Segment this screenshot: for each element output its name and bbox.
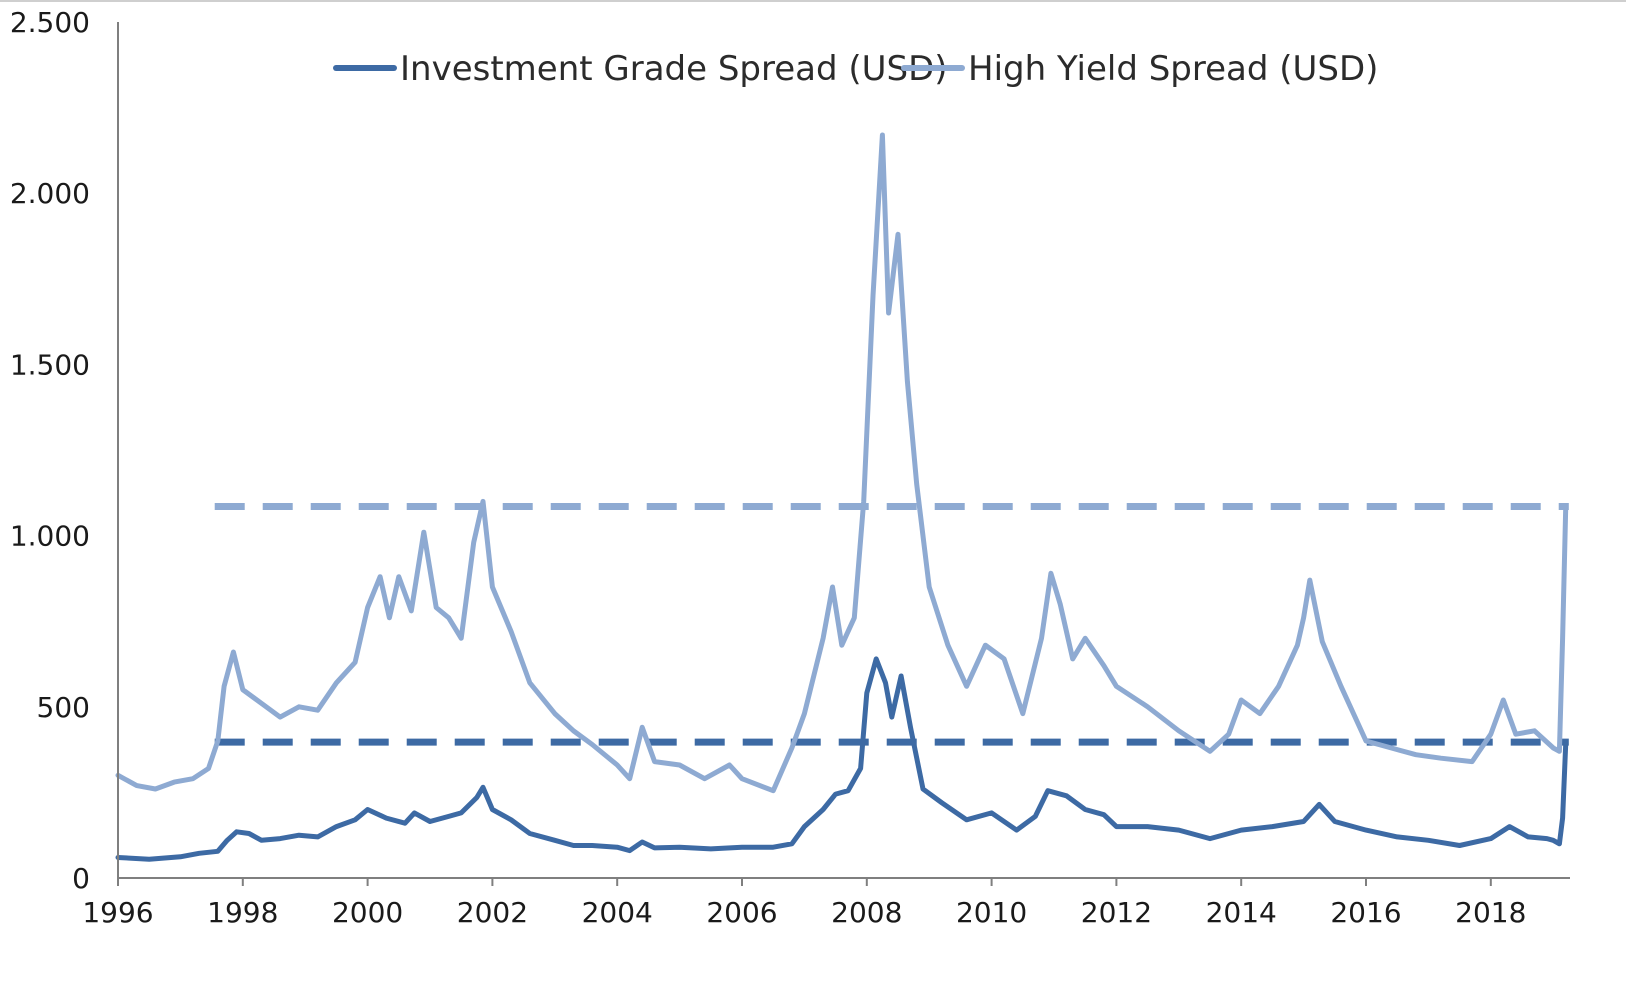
y-tick-label: 1.500 [10,348,90,381]
y-tick-label: 0 [72,862,90,895]
x-tick-label: 1996 [82,896,153,929]
y-axis-ticks: 0 500 1.000 1.500 2.000 2.500 [10,6,90,895]
high-yield-series-line [115,132,1569,794]
x-tick-label: 2000 [332,896,403,929]
x-axis-ticks: 1996 1998 2000 2002 2004 2006 2008 2010 2012 2014… [82,878,1526,929]
y-tick-label: 2.500 [10,6,90,39]
x-tick-label: 2006 [706,896,777,929]
investment-grade-series-line [115,656,1569,862]
x-tick-label: 2018 [1455,896,1526,929]
x-tick-label: 2012 [1081,896,1152,929]
x-tick-label: 2010 [956,896,1027,929]
reference-lines [214,502,1569,746]
legend: Investment Grade Spread (USD) High Yield… [333,49,1378,89]
y-tick-label: 2.000 [10,177,90,210]
x-tick-label: 2016 [1330,896,1401,929]
x-tick-label: 2004 [582,896,653,929]
x-tick-label: 1998 [207,896,278,929]
series-lines [115,132,1569,862]
x-tick-label: 2002 [457,896,528,929]
legend-label-high-yield: High Yield Spread (USD) [968,49,1378,89]
y-tick-label: 500 [37,691,90,724]
x-tick-label: 2008 [831,896,902,929]
y-tick-label: 1.000 [10,520,90,553]
legend-label-investment-grade: Investment Grade Spread (USD) [400,49,948,89]
x-tick-label: 2014 [1206,896,1277,929]
